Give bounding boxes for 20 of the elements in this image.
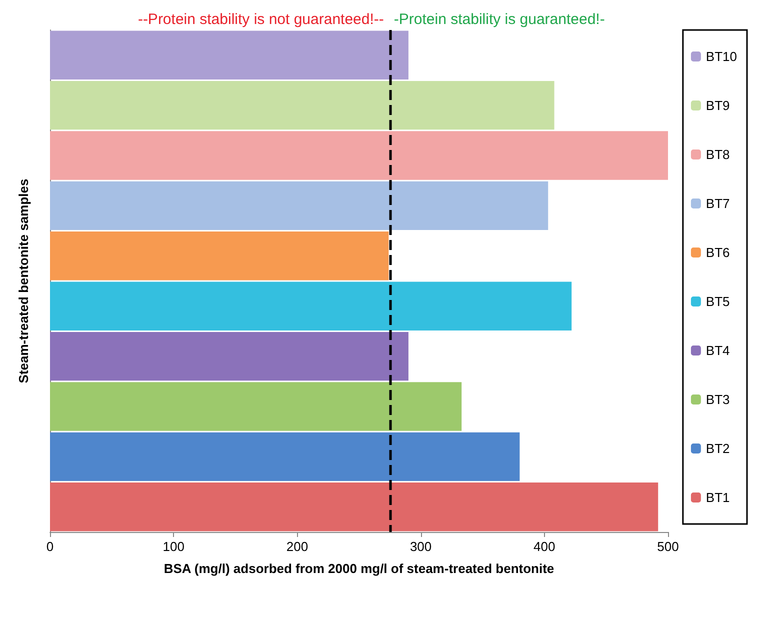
x-tick-label: 200	[286, 539, 308, 554]
text: -Protein stability is guaranteed!-	[394, 11, 605, 28]
x-tick-label: 0	[46, 539, 54, 554]
legend-label: BT7	[706, 196, 730, 211]
legend-label: BT10	[706, 49, 738, 64]
legend-label: BT6	[706, 245, 730, 260]
x-tick-label: 500	[657, 539, 679, 554]
legend-label: BT1	[706, 490, 730, 505]
legend-label: BT8	[706, 147, 730, 162]
x-tick-label: 400	[534, 539, 556, 554]
x-tick-label: 100	[162, 539, 184, 554]
text: --Protein stability is not guaranteed!--	[138, 11, 384, 28]
legend-label: BT5	[706, 294, 730, 309]
x-axis-title: BSA (mg/l) adsorbed from 2000 mg/l of steam-treated bentonite	[164, 561, 554, 576]
legend-label: BT9	[706, 98, 730, 113]
legend-label: BT2	[706, 441, 730, 456]
y-axis-title: Steam-treated bentonite samples	[16, 178, 31, 384]
x-tick-label: 300	[410, 539, 432, 554]
legend-label: BT4	[706, 343, 730, 358]
legend-label: BT3	[706, 392, 730, 407]
